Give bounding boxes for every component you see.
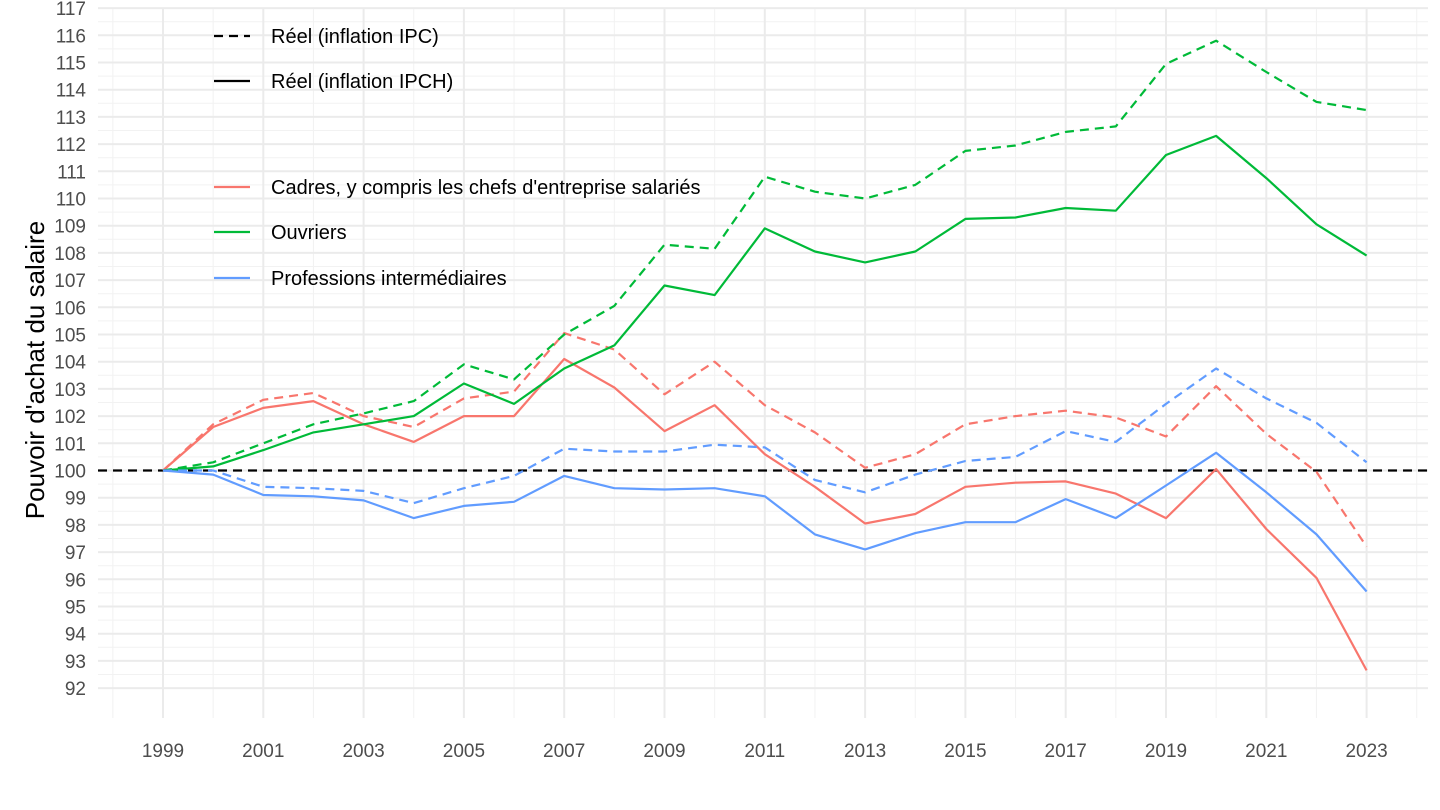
y-tick-label: 94 xyxy=(65,625,87,646)
y-tick-label: 96 xyxy=(65,570,86,591)
x-tick-label: 2023 xyxy=(1345,741,1387,762)
x-axis-tick-labels: 1999 2001 2003 2005 2007 2009 2011 2013 2015 2017… xyxy=(142,741,1388,762)
legend-label: Professions intermédiaires xyxy=(271,268,507,290)
y-tick-label: 116 xyxy=(56,26,86,47)
x-tick-label: 2009 xyxy=(643,741,685,762)
x-tick-label: 2019 xyxy=(1145,741,1187,762)
y-tick-label: 106 xyxy=(54,298,86,319)
y-tick-label: 111 xyxy=(57,162,86,183)
series-lines xyxy=(162,39,1368,671)
legend-label: Cadres, y compris les chefs d'entreprise… xyxy=(271,177,701,199)
y-tick-label: 93 xyxy=(65,652,86,673)
x-tick-label: 2021 xyxy=(1245,741,1287,762)
x-tick-label: 1999 xyxy=(142,741,184,762)
x-tick-label: 2015 xyxy=(944,741,986,762)
legend-label: Réel (inflation IPC) xyxy=(271,26,439,48)
y-tick-label: 105 xyxy=(54,326,86,347)
legend-label: Ouvriers xyxy=(271,222,347,244)
y-tick-label: 114 xyxy=(56,81,87,102)
x-tick-label: 2017 xyxy=(1045,741,1087,762)
y-tick-label: 100 xyxy=(54,462,86,483)
y-tick-label: 110 xyxy=(56,190,86,211)
y-axis-tick-labels: 92 93 94 95 96 97 98 99 100 101 102 103 104 105 106 107… xyxy=(54,0,86,700)
y-axis-title: Pouvoir d'achat du salaire xyxy=(20,221,50,519)
minor-gridlines xyxy=(98,8,1428,718)
major-gridlines xyxy=(98,7,1428,718)
series-line-ipch-ouvriers xyxy=(162,134,1368,472)
legend-label: Réel (inflation IPCH) xyxy=(271,71,453,93)
y-tick-label: 103 xyxy=(54,380,86,401)
x-tick-label: 2003 xyxy=(342,741,384,762)
y-tick-label: 113 xyxy=(56,108,86,129)
y-tick-label: 109 xyxy=(54,217,86,238)
y-tick-label: 115 xyxy=(56,54,86,75)
y-tick-label: 99 xyxy=(65,489,86,510)
y-tick-label: 102 xyxy=(54,407,86,428)
x-tick-label: 2005 xyxy=(443,741,485,762)
y-tick-label: 112 xyxy=(56,135,86,156)
y-tick-label: 117 xyxy=(56,0,86,20)
series-line-ipc-cadres xyxy=(162,332,1368,548)
y-tick-label: 98 xyxy=(65,516,86,537)
y-tick-label: 95 xyxy=(65,598,86,619)
y-tick-label: 107 xyxy=(54,271,86,292)
y-tick-label: 108 xyxy=(54,244,86,265)
x-tick-label: 2007 xyxy=(543,741,585,762)
legend: Réel (inflation IPC) Réel (inflation IPCH… xyxy=(214,26,701,290)
x-tick-label: 2013 xyxy=(844,741,886,762)
y-tick-label: 97 xyxy=(65,543,86,564)
series-line-ipc-professions xyxy=(163,367,1368,505)
x-tick-label: 2011 xyxy=(744,741,785,762)
x-tick-label: 2001 xyxy=(242,741,284,762)
y-tick-label: 101 xyxy=(54,434,86,455)
series-line-ipch-professions xyxy=(162,451,1368,593)
y-tick-label: 104 xyxy=(54,353,86,374)
y-tick-label: 92 xyxy=(65,679,86,700)
